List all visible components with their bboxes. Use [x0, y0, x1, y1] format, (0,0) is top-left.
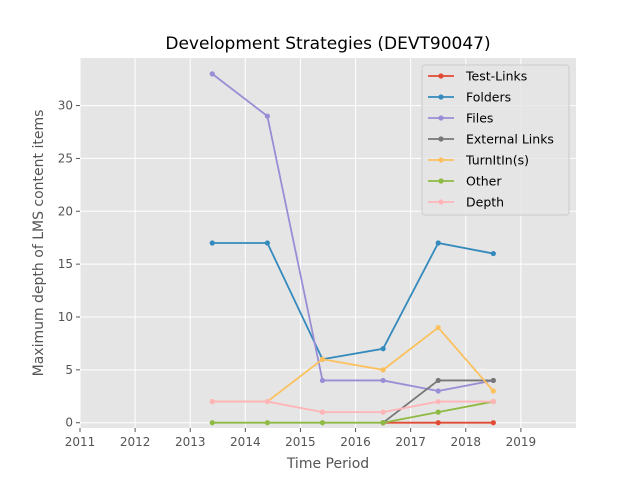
x-tick-label: 2016	[340, 435, 371, 449]
y-axis-label: Maximum depth of LMS content items	[31, 110, 47, 377]
y-tick-label: 5	[65, 363, 73, 377]
series-line-files	[211, 73, 494, 392]
legend-swatch-marker	[438, 94, 444, 100]
y-tick-label: 15	[58, 257, 73, 271]
x-tick-label: 2013	[175, 435, 206, 449]
legend: Test-Links Folders Files External Links Turn…	[421, 64, 570, 216]
legend-label: Folders	[466, 90, 511, 105]
data-point-files	[209, 71, 215, 77]
legend-swatch-marker	[438, 73, 444, 79]
x-tick-label: 2017	[395, 435, 426, 449]
data-point-other	[319, 420, 326, 426]
data-point-turnitin-s	[490, 388, 496, 394]
legend-swatch-marker	[438, 157, 444, 163]
ticks: 2011 2012 2013 2014 2015 2016 2017 2018 20190510…	[58, 99, 536, 449]
series-layer	[209, 71, 496, 426]
x-tick-label: 2011	[65, 435, 96, 449]
y-tick-label: 0	[65, 416, 73, 430]
legend-entry-folders: Folders	[428, 90, 511, 105]
data-point-depth	[209, 398, 215, 405]
legend-swatch-marker	[438, 115, 444, 121]
data-point-depth	[380, 409, 386, 415]
x-tick-label: 2015	[285, 435, 316, 449]
legend-swatch-marker	[438, 178, 444, 184]
legend-entry-files: Files	[428, 111, 493, 126]
data-point-other	[380, 420, 386, 426]
data-point-files	[264, 113, 270, 119]
y-tick-label: 20	[58, 204, 73, 218]
data-point-files	[380, 377, 386, 384]
data-point-folders	[380, 346, 386, 352]
data-point-turnitin-s	[380, 367, 386, 373]
data-point-files	[319, 377, 326, 384]
data-point-external-links	[490, 377, 496, 384]
legend-swatch-marker	[438, 136, 444, 142]
legend-entry-test-links: Test-Links	[428, 69, 527, 84]
legend-entry-depth: Depth	[428, 195, 504, 210]
data-point-files	[435, 388, 441, 394]
legend-entry-turnitin-s: TurnItIn(s)	[428, 153, 529, 168]
x-axis-label: Time Period	[286, 456, 369, 472]
series-depth	[209, 398, 496, 415]
legend-entry-external-links: External Links	[428, 132, 554, 147]
y-tick-label: 30	[58, 99, 73, 113]
legend-swatch-marker	[438, 199, 444, 205]
data-point-folders	[264, 240, 270, 246]
data-point-depth	[319, 409, 326, 415]
chart-title: Development Strategies (DEVT90047)	[165, 34, 490, 54]
data-point-turnitin-s	[435, 324, 441, 331]
y-tick-label: 10	[58, 310, 73, 324]
legend-label: TurnItIn(s)	[465, 153, 529, 168]
data-point-test-links	[435, 420, 441, 426]
legend-label: Files	[466, 111, 493, 126]
data-point-depth	[435, 398, 441, 405]
data-point-other	[264, 420, 270, 426]
data-point-test-links	[490, 420, 496, 426]
y-tick-label: 25	[58, 151, 73, 165]
data-point-other	[209, 420, 215, 426]
data-point-depth	[264, 398, 270, 405]
series-line-folders	[212, 242, 494, 361]
data-point-folders	[435, 240, 441, 246]
legend-frame	[421, 64, 570, 216]
data-point-external-links	[435, 377, 441, 384]
legend-label: Test-Links	[465, 69, 527, 84]
x-tick-label: 2018	[451, 435, 482, 449]
data-point-other	[435, 409, 441, 415]
data-point-depth	[490, 398, 496, 405]
legend-label: Other	[466, 174, 502, 189]
x-tick-label: 2014	[230, 435, 261, 449]
data-point-folders	[209, 240, 215, 246]
legend-entry-other: Other	[428, 174, 502, 189]
data-point-folders	[490, 250, 496, 257]
series-line-other	[212, 400, 494, 424]
series-line-depth	[212, 400, 494, 414]
x-tick-label: 2012	[120, 435, 151, 449]
legend-label: Depth	[466, 195, 504, 210]
x-tick-label: 2019	[506, 435, 537, 449]
legend-label: External Links	[466, 132, 554, 147]
data-point-turnitin-s	[319, 356, 326, 362]
